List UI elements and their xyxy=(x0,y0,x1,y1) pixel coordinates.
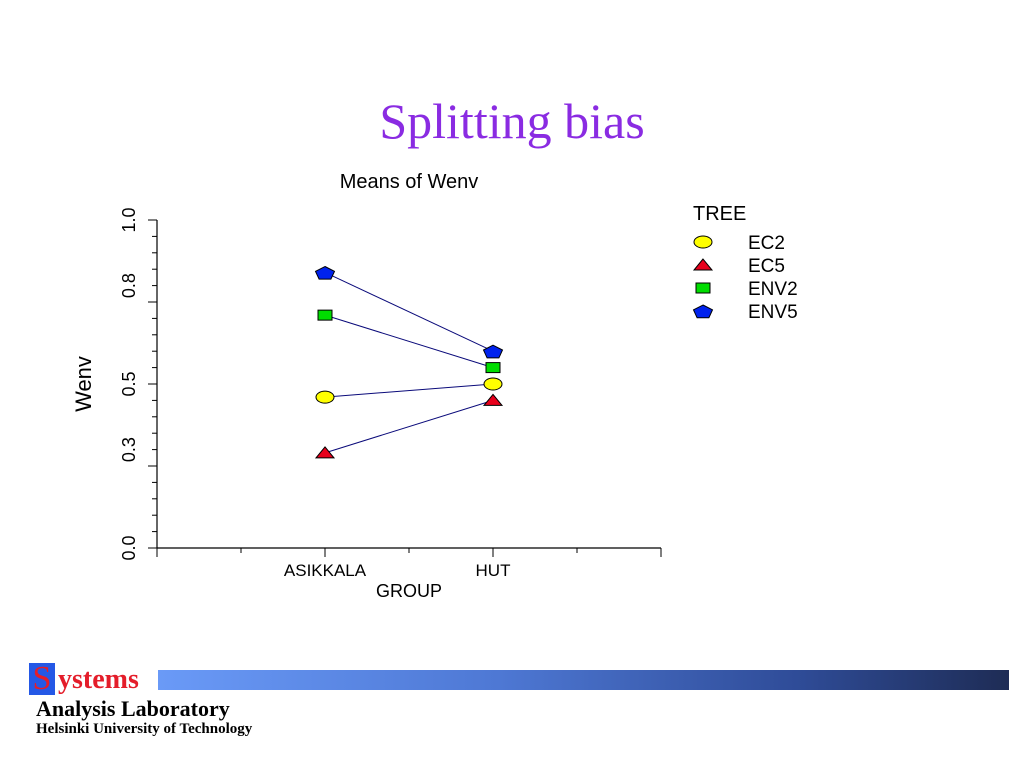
series-markers xyxy=(314,265,504,459)
point-ec2-asikkala xyxy=(315,390,335,404)
legend-marker-env5 xyxy=(692,304,714,319)
series-line-env5 xyxy=(324,272,494,352)
y-tick-label: 0.3 xyxy=(119,437,139,462)
legend-marker-ec5 xyxy=(692,258,714,271)
legend-title: TREE xyxy=(693,203,746,225)
legend-marker-ec2 xyxy=(693,235,713,249)
y-axis-label: Wenv xyxy=(71,356,96,412)
chart-title: Means of Wenv xyxy=(340,171,479,193)
point-ec2-hut xyxy=(483,377,503,391)
point-env2-asikkala xyxy=(317,309,333,321)
series-line-ec2 xyxy=(324,383,494,398)
chart-axes: 0.0 0.3 0.5 0.8 1.0 Wenv ASIKKALA HUT GROUP xyxy=(71,207,662,601)
series-line-ec5 xyxy=(324,399,494,454)
point-ec5-asikkala xyxy=(314,446,336,459)
legend-label-ec5: EC5 xyxy=(748,256,785,277)
lab-name: Analysis Laboratory xyxy=(36,696,230,721)
y-tick-label: 1.0 xyxy=(119,207,139,232)
slide-title: Splitting bias xyxy=(379,93,645,149)
x-tick-label: ASIKKALA xyxy=(284,561,367,580)
logo-wordmark: ystems xyxy=(58,664,139,695)
x-axis-label: GROUP xyxy=(376,581,442,601)
legend-marker-env2 xyxy=(695,282,711,294)
footer-gradient-bar xyxy=(158,670,1009,690)
university-name: Helsinki University of Technology xyxy=(36,721,253,737)
series-line-env2 xyxy=(324,314,494,369)
x-tick-label: HUT xyxy=(476,561,511,580)
series-lines xyxy=(324,272,494,454)
point-env2-hut xyxy=(485,362,501,374)
legend-label-ec2: EC2 xyxy=(748,233,785,254)
logo-initial: S xyxy=(29,662,55,696)
point-env5-asikkala xyxy=(314,265,336,280)
y-tick-label: 0.5 xyxy=(119,371,139,396)
point-ec5-hut xyxy=(482,393,504,406)
wenv-means-chart: Means of Wenv 0.0 0.3 0.5 0.8 1.0 Wenv ASIKKAL… xyxy=(71,171,798,601)
y-tick-label: 0.0 xyxy=(119,535,139,560)
legend-label-env5: ENV5 xyxy=(748,302,798,323)
point-env5-hut xyxy=(482,344,504,359)
legend-label-env2: ENV2 xyxy=(748,279,798,300)
y-tick-label: 0.8 xyxy=(119,273,139,298)
